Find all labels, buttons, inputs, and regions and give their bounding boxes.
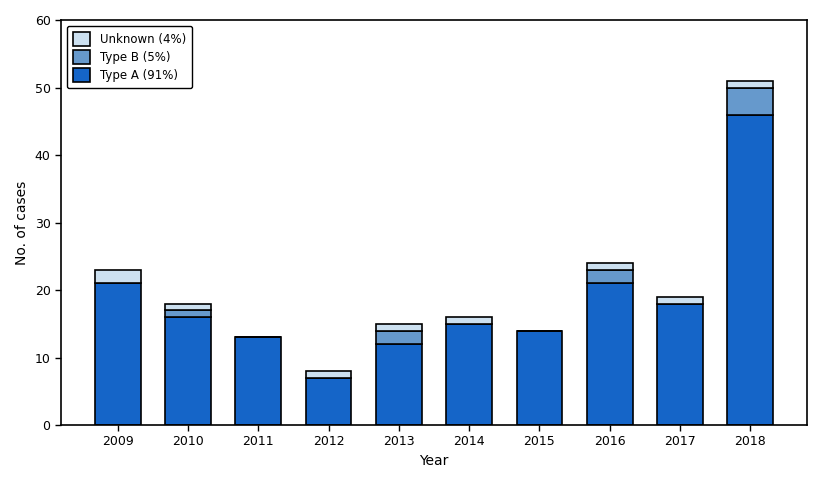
Bar (95, 283, 141, 425)
Bar (516, 330, 562, 425)
Bar (306, 378, 352, 425)
Bar (587, 270, 632, 283)
Bar (376, 330, 422, 344)
Bar (446, 324, 492, 425)
Bar (727, 87, 773, 114)
Bar (306, 371, 352, 378)
Bar (165, 317, 211, 425)
Bar (587, 283, 632, 425)
Bar (587, 263, 632, 270)
Bar (376, 324, 422, 330)
Bar (165, 310, 211, 317)
Bar (446, 317, 492, 324)
Bar (95, 270, 141, 283)
Legend: Unknown (4%), Type B (5%), Type A (91%): Unknown (4%), Type B (5%), Type A (91%) (67, 26, 192, 88)
Bar (657, 303, 703, 425)
X-axis label: Year: Year (419, 454, 449, 468)
Bar (727, 114, 773, 425)
Bar (727, 81, 773, 87)
Y-axis label: No. of cases: No. of cases (15, 180, 29, 265)
Bar (165, 303, 211, 310)
Bar (657, 297, 703, 303)
Bar (376, 344, 422, 425)
Bar (235, 337, 281, 425)
